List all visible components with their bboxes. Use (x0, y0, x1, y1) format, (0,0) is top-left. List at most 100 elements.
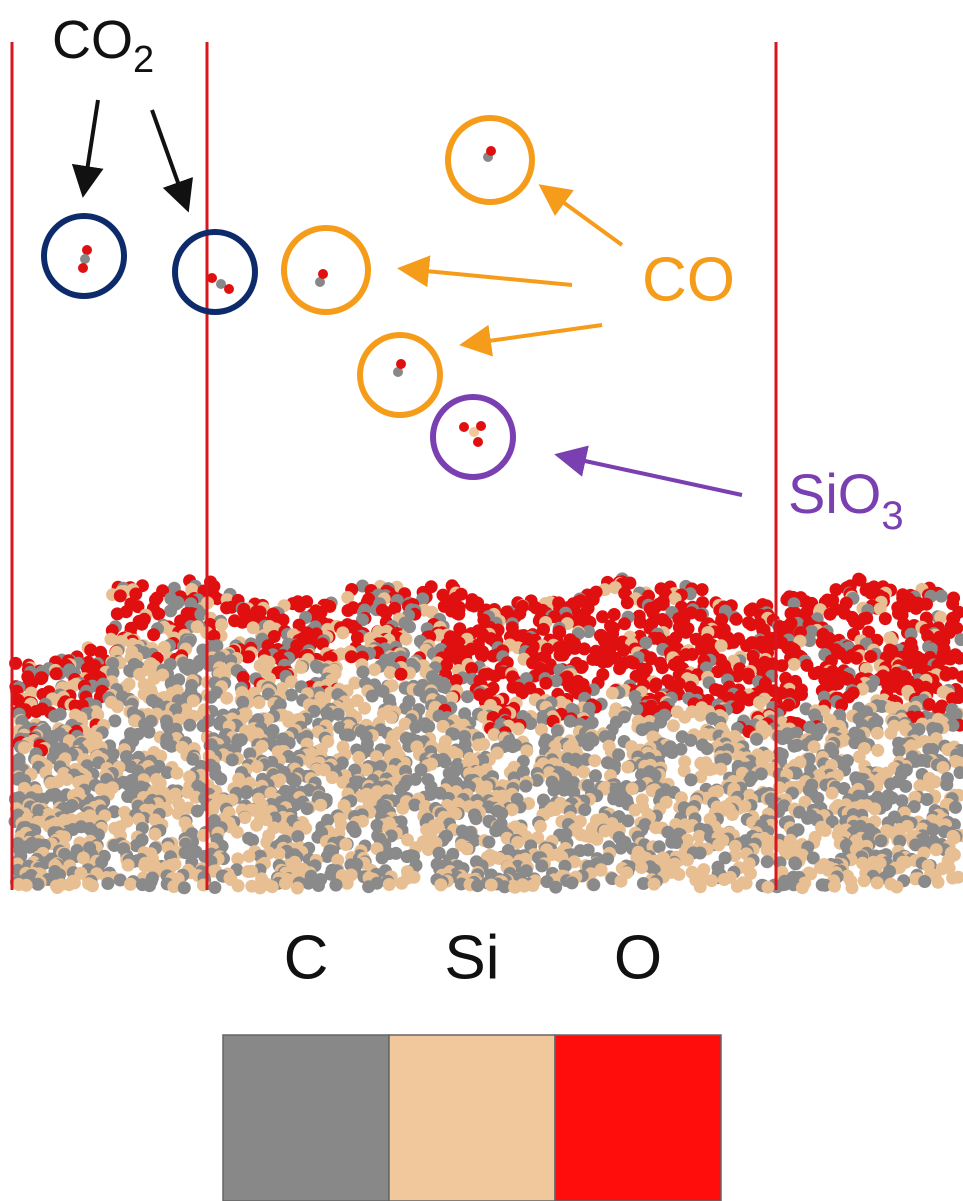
atom (293, 600, 306, 613)
arrow (152, 110, 186, 205)
atom (508, 881, 521, 894)
atom (539, 677, 552, 690)
atom (824, 608, 837, 621)
atom (879, 612, 892, 625)
legend-label: C (284, 923, 329, 992)
atom (368, 663, 381, 676)
atom (143, 726, 156, 739)
atom (341, 877, 354, 890)
atom (730, 613, 743, 626)
atom (476, 650, 489, 663)
diagram: CO2 CO SiO3 C Si O (0, 0, 963, 1201)
atom (871, 727, 884, 740)
atom (232, 879, 245, 892)
atom (342, 604, 355, 617)
arrow (562, 456, 742, 495)
atom (489, 670, 502, 683)
atom (893, 744, 906, 757)
label-base: SiO (788, 462, 881, 525)
atom (147, 628, 160, 641)
atom (884, 778, 897, 791)
atom (220, 692, 233, 705)
atom (554, 649, 567, 662)
legend-swatches (223, 1035, 721, 1201)
atom (696, 583, 709, 596)
atom (875, 834, 888, 847)
arrow (467, 325, 602, 344)
atom (182, 663, 195, 676)
atom (762, 881, 775, 894)
atom (108, 714, 121, 727)
atom (20, 879, 33, 892)
atom (143, 879, 156, 892)
atom (712, 838, 725, 851)
legend-swatch (555, 1035, 721, 1201)
atom (899, 780, 912, 793)
atom (828, 880, 841, 893)
atom (871, 744, 884, 757)
atom (285, 689, 298, 702)
atom (745, 618, 758, 631)
atom (613, 662, 626, 675)
atom (534, 820, 547, 833)
arrow (84, 100, 98, 190)
atom (608, 608, 621, 621)
atom (826, 787, 839, 800)
co-label: CO (642, 245, 735, 314)
atom (761, 855, 774, 868)
atom (750, 733, 763, 746)
atom (48, 710, 61, 723)
co2-ring (175, 232, 255, 312)
atom (231, 826, 244, 839)
atom (242, 865, 255, 878)
atom (366, 690, 379, 703)
atom (940, 778, 953, 791)
atom (385, 711, 398, 724)
atom (383, 878, 396, 891)
molecule-rings (44, 118, 532, 477)
atom (148, 828, 161, 841)
atom (910, 602, 923, 615)
atom (635, 861, 648, 874)
atom (362, 880, 375, 893)
atom (653, 840, 666, 853)
atom (251, 760, 264, 773)
atom (122, 859, 135, 872)
atom (850, 652, 863, 665)
atom (587, 878, 600, 891)
atom (246, 834, 259, 847)
atom (111, 607, 124, 620)
atom (395, 668, 408, 681)
atom (51, 881, 64, 894)
atom (667, 719, 680, 732)
atom (396, 802, 409, 815)
atom (434, 878, 447, 891)
atom (577, 765, 590, 778)
atom (349, 825, 362, 838)
atom (376, 851, 389, 864)
atom (932, 876, 945, 889)
atom (30, 705, 43, 718)
legend-swatch (389, 1035, 555, 1201)
atom (489, 824, 502, 837)
atom (858, 874, 871, 887)
atom (250, 819, 263, 832)
atom (940, 669, 953, 682)
atom (409, 721, 422, 734)
atom (471, 879, 484, 892)
sio3-ring (433, 397, 513, 477)
atom (864, 650, 877, 663)
atom (868, 802, 881, 815)
arrow (405, 269, 572, 285)
atom (312, 879, 325, 892)
atom (124, 878, 137, 891)
atom (621, 761, 634, 774)
atom (890, 881, 903, 894)
atom (590, 833, 603, 846)
atom (705, 874, 718, 887)
sio3-label: SiO3 (788, 462, 904, 538)
atom (519, 780, 532, 793)
legend-label: O (614, 923, 662, 992)
atom (718, 873, 731, 886)
atom (630, 703, 643, 716)
